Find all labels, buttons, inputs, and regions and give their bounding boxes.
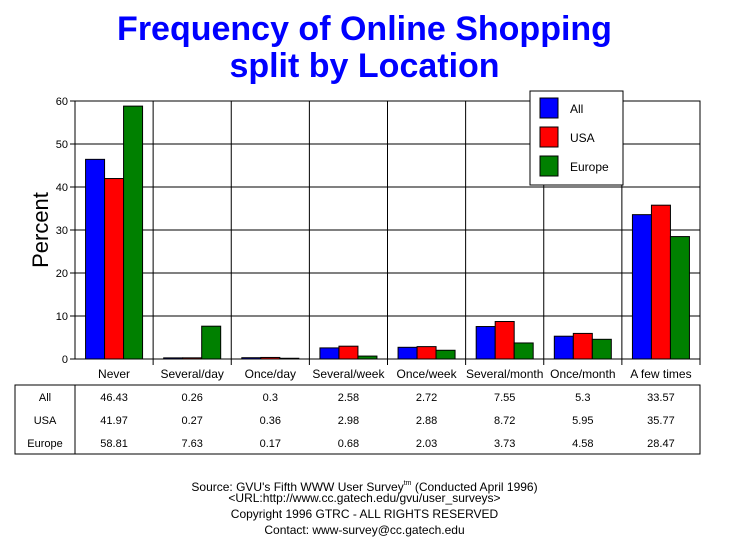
table-cell: 58.81 bbox=[100, 438, 128, 450]
bar-europe bbox=[357, 355, 378, 360]
table-row-header: USA bbox=[34, 415, 57, 427]
bar-europe bbox=[201, 325, 222, 360]
table-cell: 41.97 bbox=[100, 415, 128, 427]
table-cell: 2.98 bbox=[338, 415, 359, 427]
y-tick-label: 0 bbox=[62, 354, 68, 366]
chart-title-line2: split by Location bbox=[229, 47, 500, 85]
bar-usa bbox=[650, 204, 671, 360]
bar-usa bbox=[182, 357, 203, 360]
data-table-frame bbox=[14, 384, 701, 455]
table-cell: 7.63 bbox=[181, 438, 202, 450]
table-cell: 0.68 bbox=[338, 438, 359, 450]
chart-canvas: 0 10 20 30 40 50 60 Percent Never Several/day Once… bbox=[14, 90, 701, 455]
y-tick-label: 40 bbox=[56, 182, 68, 194]
bar-usa bbox=[572, 332, 593, 360]
x-tick-label: Once/month bbox=[550, 367, 615, 381]
x-tick-label: Never bbox=[98, 367, 130, 381]
table-row-header: Europe bbox=[27, 438, 62, 450]
bar-europe bbox=[669, 236, 690, 360]
x-tick-label: Once/day bbox=[245, 367, 296, 381]
x-tick-label: Several/month bbox=[466, 367, 543, 381]
bar-usa bbox=[416, 346, 437, 360]
bar-europe bbox=[435, 349, 456, 360]
bar-usa bbox=[260, 356, 281, 360]
table-cell: 0.26 bbox=[181, 392, 202, 404]
table-cell: 35.77 bbox=[647, 415, 675, 427]
bar-europe bbox=[279, 357, 300, 360]
table-cell: 0.3 bbox=[263, 392, 278, 404]
bar-usa bbox=[494, 321, 515, 360]
table-cell: 2.88 bbox=[416, 415, 437, 427]
legend-label: USA bbox=[570, 131, 595, 145]
table-cell: 0.27 bbox=[181, 415, 202, 427]
source-url: <URL:http://www.cc.gatech.edu/gvu/user_s… bbox=[228, 491, 501, 505]
table-cell: 5.95 bbox=[572, 415, 593, 427]
table-cell: 33.57 bbox=[647, 392, 675, 404]
legend-swatch bbox=[539, 155, 559, 177]
table-row-header: All bbox=[39, 392, 51, 404]
table-cell: 46.43 bbox=[100, 392, 128, 404]
source-line: Source: GVU's Fifth WWW User Surveytm (C… bbox=[0, 476, 729, 495]
source-text: Source: GVU's Fifth WWW User Survey bbox=[191, 480, 404, 494]
y-tick-label: 50 bbox=[56, 139, 68, 151]
table-cell: 2.72 bbox=[416, 392, 437, 404]
y-tick-label: 20 bbox=[56, 268, 68, 280]
y-tick-label: 60 bbox=[56, 96, 68, 108]
y-tick-label: 30 bbox=[56, 225, 68, 237]
y-axis-label: Percent bbox=[28, 192, 53, 268]
table-cell: 0.36 bbox=[260, 415, 281, 427]
table-cell: 5.3 bbox=[575, 392, 590, 404]
bar-all bbox=[163, 357, 184, 360]
chart-title-line1: Frequency of Online Shopping bbox=[117, 10, 612, 48]
bar-europe bbox=[513, 342, 534, 360]
bar-usa bbox=[104, 178, 125, 360]
x-tick-label: Several/day bbox=[161, 367, 224, 381]
bar-all bbox=[475, 326, 496, 360]
bar-all bbox=[319, 347, 340, 360]
legend-label: All bbox=[570, 102, 583, 116]
x-tick-label: Once/week bbox=[397, 367, 458, 381]
bar-all bbox=[85, 158, 106, 360]
bar-all bbox=[241, 357, 262, 360]
survey-date: (Conducted April 1996) bbox=[411, 480, 538, 494]
table-cell: 7.55 bbox=[494, 392, 515, 404]
table-cell: 8.72 bbox=[494, 415, 515, 427]
copyright-text: Copyright 1996 GTRC - ALL RIGHTS RESERVE… bbox=[230, 507, 499, 521]
bar-europe bbox=[123, 105, 144, 360]
bar-all bbox=[631, 214, 652, 360]
bar-all bbox=[397, 346, 418, 360]
trademark-mark: tm bbox=[403, 480, 412, 487]
table-cell: 4.58 bbox=[572, 438, 593, 450]
contact-text: Contact: www-survey@cc.gatech.edu bbox=[264, 523, 465, 537]
bar-all bbox=[553, 335, 574, 360]
legend-swatch bbox=[539, 126, 559, 148]
bar-europe bbox=[591, 338, 612, 360]
table-cell: 28.47 bbox=[647, 438, 675, 450]
legend-label: Europe bbox=[570, 160, 609, 174]
table-cell: 2.58 bbox=[338, 392, 359, 404]
bar-usa bbox=[338, 345, 359, 360]
y-tick-label: 10 bbox=[56, 311, 68, 323]
x-tick-label: A few times bbox=[630, 367, 691, 381]
table-cell: 3.73 bbox=[494, 438, 515, 450]
table-cell: 0.17 bbox=[260, 438, 281, 450]
plot-frame bbox=[74, 100, 701, 360]
legend-swatch bbox=[539, 97, 559, 119]
x-tick-label: Several/week bbox=[312, 367, 385, 381]
table-cell: 2.03 bbox=[416, 438, 437, 450]
